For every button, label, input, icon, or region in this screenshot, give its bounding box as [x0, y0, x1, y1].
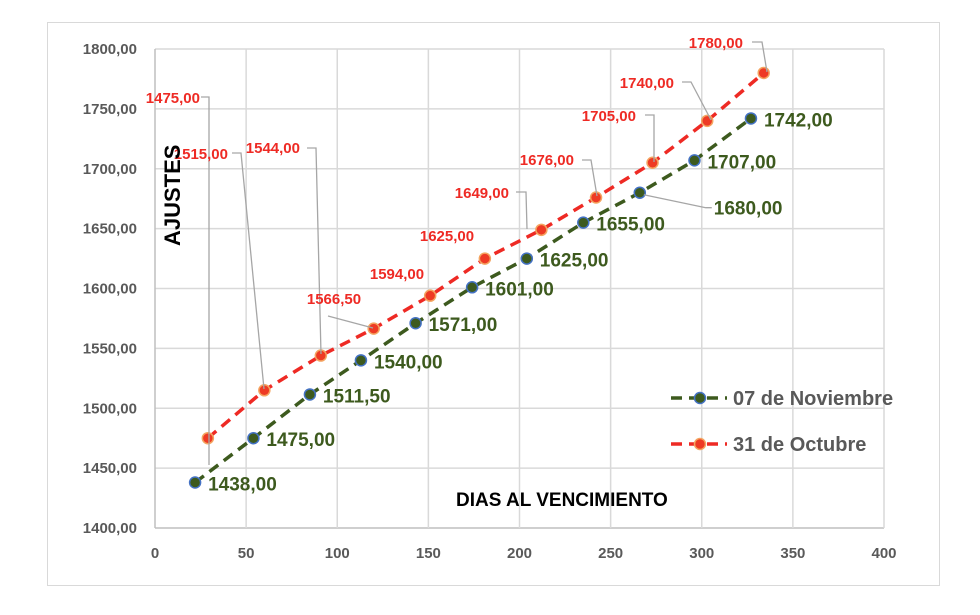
- data-point[interactable]: [258, 384, 271, 397]
- data-label: 1540,00: [374, 352, 443, 373]
- x-tick-label: 250: [598, 545, 623, 562]
- x-axis-ticks: 0 50 100 150 200 250 300 350 400: [151, 545, 897, 562]
- data-point[interactable]: [409, 316, 422, 330]
- x-tick-label: 400: [871, 545, 896, 562]
- data-point[interactable]: [577, 216, 590, 229]
- leader-line: [752, 41, 768, 73]
- data-label: 1515,00: [174, 146, 228, 163]
- leader-line: [645, 114, 655, 162]
- data-label: 1571,00: [429, 315, 498, 336]
- legend-item-07-noviembre[interactable]: 07 de Noviembre: [671, 388, 893, 410]
- x-tick-label: 0: [151, 545, 159, 562]
- data-label: 1655,00: [596, 215, 665, 236]
- legend: 07 de Noviembre 31 de Octubre: [671, 388, 893, 456]
- x-tick-label: 50: [238, 545, 255, 562]
- legend-label: 07 de Noviembre: [733, 388, 893, 410]
- data-point[interactable]: [247, 431, 260, 445]
- data-point[interactable]: [646, 156, 659, 170]
- data-label: 1705,00: [582, 108, 636, 125]
- data-labels: 1438,00 1475,00 1511,50 1540,00 1571,00 1601,…: [146, 35, 833, 495]
- grid-lines: [154, 48, 885, 529]
- data-label: 1566,50: [307, 291, 361, 308]
- data-point[interactable]: [354, 354, 368, 367]
- x-tick-label: 100: [325, 545, 350, 562]
- data-label: 1594,00: [370, 266, 424, 283]
- x-tick-label: 350: [780, 545, 805, 562]
- data-point[interactable]: [465, 281, 479, 294]
- data-label: 1680,00: [714, 199, 783, 220]
- data-label: 1625,00: [540, 251, 609, 272]
- data-label: 1475,00: [266, 430, 335, 451]
- leader-line: [232, 152, 265, 390]
- data-label: 1742,00: [764, 110, 833, 131]
- data-label: 1780,00: [689, 35, 743, 52]
- y-tick-label: 1450,00: [83, 460, 137, 477]
- leader-line: [682, 81, 712, 121]
- data-label: 1676,00: [520, 152, 574, 169]
- y-tick-label: 1700,00: [83, 161, 137, 178]
- data-label: 1601,00: [485, 279, 554, 300]
- leader-line: [327, 315, 374, 329]
- data-point[interactable]: [303, 388, 317, 401]
- y-tick-label: 1750,00: [83, 101, 137, 118]
- data-point[interactable]: [688, 154, 701, 167]
- data-label: 1625,00: [420, 228, 474, 245]
- chart-frame: [47, 22, 940, 586]
- data-point[interactable]: [367, 322, 380, 335]
- series-line-0: [194, 117, 753, 484]
- data-point[interactable]: [744, 112, 758, 125]
- y-tick-label: 1800,00: [83, 41, 137, 58]
- legend-marker-green-icon: [693, 391, 707, 405]
- data-point[interactable]: [535, 223, 548, 237]
- data-point[interactable]: [700, 114, 714, 128]
- x-axis-title: DIAS AL VENCIMIENTO: [456, 490, 668, 511]
- data-point[interactable]: [423, 289, 437, 302]
- leader-line: [201, 96, 210, 465]
- y-tick-label: 1400,00: [83, 520, 137, 537]
- data-point[interactable]: [188, 476, 202, 489]
- legend-item-31-octubre[interactable]: 31 de Octubre: [671, 434, 866, 456]
- y-tick-label: 1650,00: [83, 221, 137, 238]
- data-label: 1740,00: [620, 75, 674, 92]
- x-tick-label: 300: [689, 545, 714, 562]
- data-label: 1707,00: [707, 152, 776, 173]
- leader-line: [582, 159, 598, 197]
- data-point[interactable]: [520, 252, 534, 265]
- data-label: 1511,50: [323, 386, 391, 407]
- y-tick-label: 1500,00: [83, 400, 137, 417]
- data-label: 1544,00: [246, 140, 300, 157]
- leader-line: [643, 194, 712, 209]
- y-tick-label: 1550,00: [83, 340, 137, 357]
- y-axis-ticks: 1400,00 1450,00 1500,00 1550,00 1600,00 1650,…: [83, 41, 137, 537]
- data-point[interactable]: [478, 252, 492, 265]
- leader-line: [516, 191, 528, 230]
- y-axis-title: AJUSTES: [160, 145, 185, 246]
- legend-label: 31 de Octubre: [733, 434, 866, 456]
- data-point[interactable]: [757, 66, 770, 80]
- data-point[interactable]: [201, 431, 215, 445]
- legend-marker-red-icon: [693, 437, 707, 451]
- x-tick-label: 200: [507, 545, 532, 562]
- leader-line: [307, 147, 322, 355]
- data-point[interactable]: [633, 186, 647, 199]
- y-tick-label: 1600,00: [83, 281, 137, 298]
- x-tick-label: 150: [416, 545, 441, 562]
- data-label: 1438,00: [208, 474, 277, 495]
- data-label: 1475,00: [146, 90, 200, 107]
- data-label: 1649,00: [455, 185, 509, 202]
- series-layer: [188, 66, 770, 489]
